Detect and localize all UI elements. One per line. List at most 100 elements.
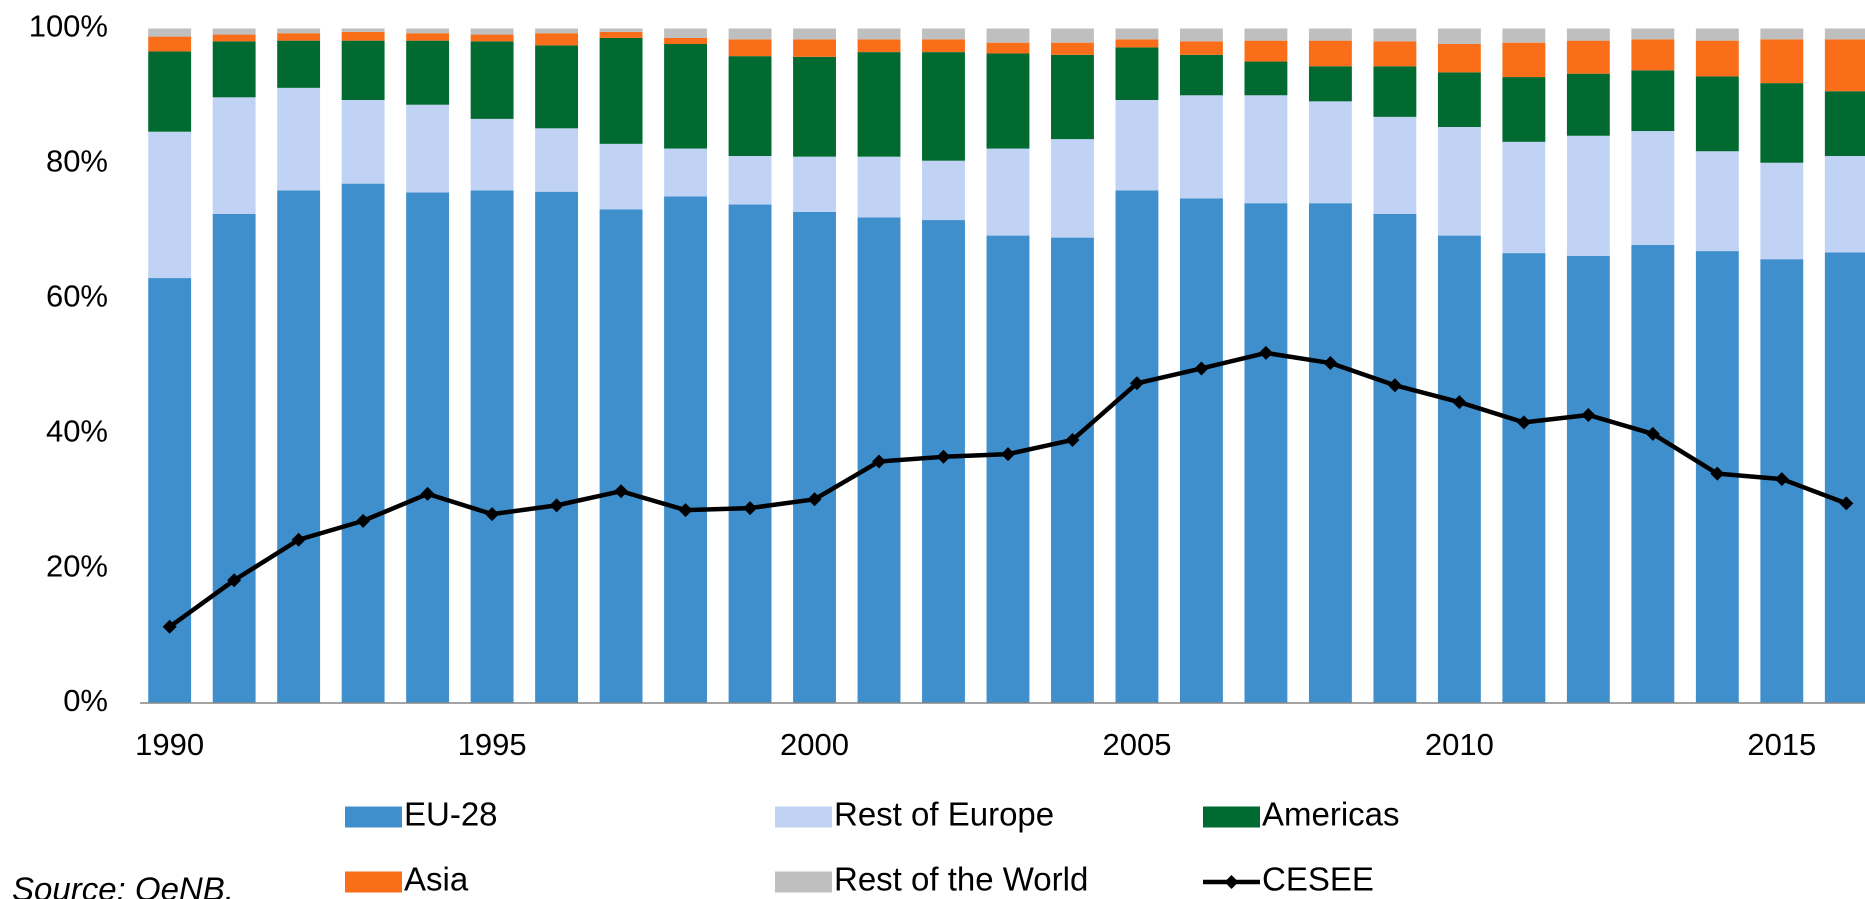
bar-segment — [1373, 66, 1417, 117]
bar-segment — [1502, 253, 1546, 703]
bar-segment — [406, 40, 450, 105]
bar-segment — [341, 40, 385, 100]
bar-segment — [1051, 28, 1094, 43]
bar-segment — [535, 28, 579, 34]
y-tick-label: 100% — [29, 9, 108, 44]
legend-swatch — [345, 871, 402, 893]
bar-segment — [1695, 76, 1739, 152]
line-marker — [420, 486, 435, 501]
bar-segment — [470, 118, 514, 191]
bar-segment — [470, 34, 514, 42]
bar-segment — [1824, 28, 1865, 40]
bar-segment — [406, 28, 450, 34]
bar-segment — [1115, 28, 1159, 40]
bar-segment — [1051, 237, 1094, 703]
legend-marker — [1224, 875, 1239, 889]
x-tick-label: 1995 — [458, 727, 527, 762]
line-marker — [1645, 426, 1660, 441]
y-tick-label: 60% — [46, 278, 108, 313]
x-tick-label: 2015 — [1747, 727, 1816, 762]
bar-segment — [1760, 28, 1804, 40]
bar-segment — [1760, 39, 1804, 84]
bar-segment — [1760, 162, 1804, 260]
bar-segment — [857, 156, 901, 218]
bar-segment — [1631, 131, 1675, 246]
bar-segment — [1244, 28, 1288, 41]
bar-segment — [1824, 155, 1865, 253]
bar-segment — [728, 56, 772, 156]
bar-segment — [1115, 39, 1159, 48]
bar-segment — [470, 190, 514, 703]
bar-segment — [1502, 141, 1546, 254]
bar-segment — [1502, 77, 1546, 142]
bar-segment — [1051, 139, 1094, 238]
bar-segment — [1437, 44, 1481, 73]
x-tick-label: 2005 — [1102, 727, 1171, 762]
bar-segment — [1244, 61, 1288, 96]
bar-segment — [406, 33, 450, 41]
bar-segment — [1244, 203, 1288, 703]
bar-segment — [1502, 42, 1546, 78]
line-marker — [549, 498, 564, 513]
bar-segment — [1115, 99, 1159, 191]
bar-segment — [857, 28, 901, 40]
bar-segment — [728, 39, 772, 57]
bar-segment — [728, 204, 772, 703]
line-marker — [291, 532, 306, 547]
bar-segment — [1437, 235, 1481, 703]
bar-segment — [1179, 95, 1223, 199]
bar-segment — [1373, 213, 1417, 704]
line-marker — [1516, 415, 1531, 430]
line-marker — [1129, 376, 1144, 391]
bar-segment — [212, 41, 256, 98]
legend-label: Rest of the World — [834, 861, 1088, 898]
bar-segment — [728, 28, 772, 40]
bar-segment — [1179, 54, 1223, 96]
bar-segment — [470, 28, 514, 35]
line-marker — [614, 484, 629, 499]
bar-segment — [1308, 66, 1352, 102]
bar-segment — [857, 39, 901, 53]
bar-segment — [148, 131, 192, 279]
legend-label: Americas — [1262, 796, 1400, 833]
bar-segment — [277, 87, 321, 191]
bar-segment — [1695, 40, 1739, 77]
bar-segment — [212, 213, 256, 704]
source-note: Source: OeNB. — [12, 871, 234, 899]
bar-segment — [1373, 28, 1417, 42]
bar-segment — [535, 128, 579, 192]
legend-swatch — [775, 806, 832, 828]
bar-segment — [1631, 39, 1675, 71]
bar-segment — [986, 235, 1030, 703]
bar-segment — [1566, 255, 1610, 703]
line-marker — [1065, 432, 1080, 447]
legend: EU-28 Rest of Europe Americas Asia Rest of t… — [345, 796, 1400, 898]
axes: 0% 20% 40% 60% 80% 100% 1990 1995 2000 2005 2010 20… — [29, 9, 1865, 762]
bar-segment — [1566, 135, 1610, 256]
bar-segment — [1437, 28, 1481, 45]
bar-segment — [470, 41, 514, 119]
line-marker — [1258, 345, 1273, 360]
bar-segment — [1437, 126, 1481, 236]
bar-segment — [986, 42, 1030, 54]
x-tick-label: 1990 — [135, 727, 204, 762]
bar-segment — [1179, 28, 1223, 42]
bar-segment — [1631, 70, 1675, 132]
bar-segment — [1631, 245, 1675, 703]
bar-segment — [212, 97, 256, 214]
bar-segment — [793, 156, 836, 212]
bar-segment — [599, 37, 643, 144]
bar-segment — [148, 51, 192, 132]
x-tick-label: 2010 — [1425, 727, 1494, 762]
line-marker — [872, 454, 887, 469]
bar-segment — [277, 28, 321, 34]
bar-segment — [1824, 91, 1865, 156]
bar-segment — [599, 28, 643, 32]
line-marker — [162, 619, 177, 634]
bar-segment — [277, 40, 321, 88]
bar-segment — [1695, 151, 1739, 252]
y-tick-label: 40% — [46, 413, 108, 448]
bar-segment — [535, 45, 579, 129]
bar-segment — [148, 278, 192, 703]
